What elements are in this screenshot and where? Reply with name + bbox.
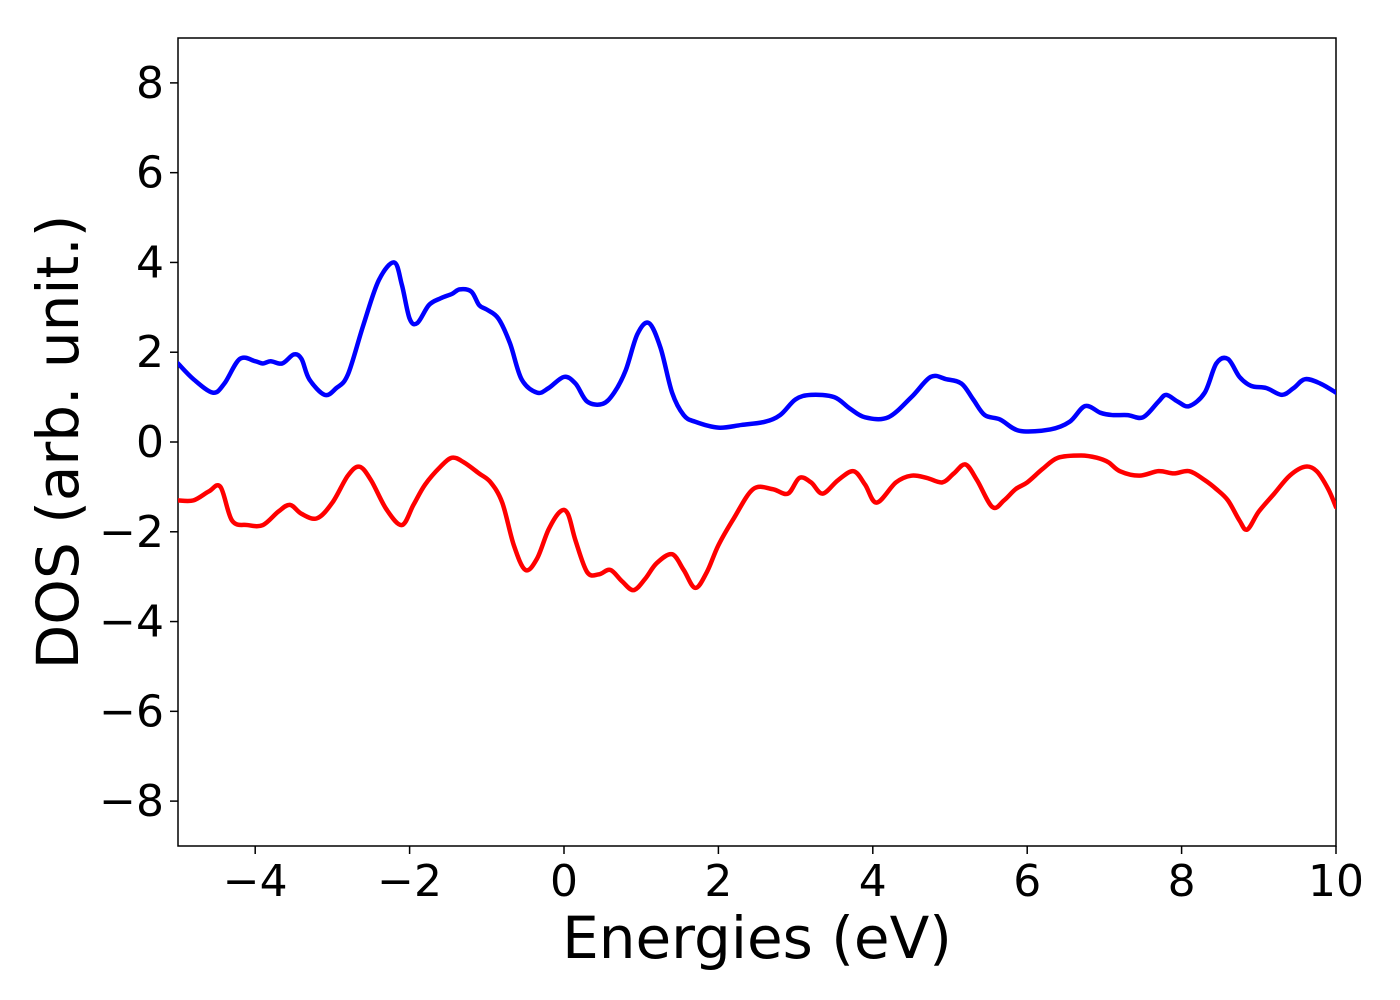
- y-tick-label: −2: [99, 507, 164, 558]
- y-tick-label: 2: [136, 327, 164, 378]
- x-tick-label: 0: [550, 856, 578, 907]
- x-tick-label: 2: [704, 856, 732, 907]
- y-axis-label: DOS (arb. unit.): [24, 215, 92, 670]
- x-tick-label: −4: [223, 856, 288, 907]
- x-tick-label: 10: [1308, 856, 1364, 907]
- series-lines: [178, 260, 1336, 593]
- series-line-red: [178, 453, 1336, 593]
- x-axis-label: Energies (eV): [562, 904, 952, 972]
- y-tick-label: −4: [99, 597, 164, 648]
- series-line-blue: [178, 260, 1336, 434]
- x-tick-label: 4: [859, 856, 887, 907]
- y-tick-label: 8: [136, 58, 164, 109]
- y-tick-label: 6: [136, 148, 164, 199]
- plot-frame: [177, 37, 1337, 847]
- y-tick-label: −8: [99, 776, 164, 827]
- x-tick-label: −2: [377, 856, 442, 907]
- y-tick-label: −6: [99, 686, 164, 737]
- y-tick-label: 4: [136, 237, 164, 288]
- x-axis-ticks: −4 −2 0 2 4 6 8 10: [223, 846, 1364, 907]
- x-tick-label: 6: [1013, 856, 1041, 907]
- y-tick-label: 0: [136, 417, 164, 468]
- x-tick-label: 8: [1168, 856, 1196, 907]
- y-axis-ticks: −8 −6 −4 −2 0 2 4 6 8: [99, 58, 178, 827]
